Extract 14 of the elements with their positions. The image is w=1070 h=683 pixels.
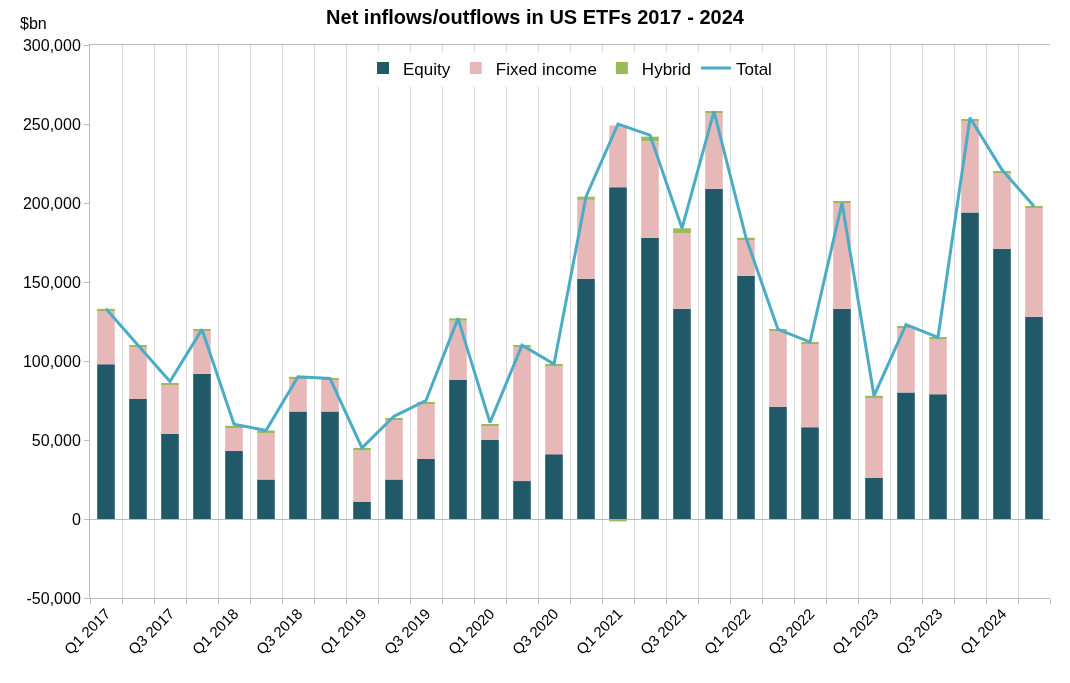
y-axis-title: $bn xyxy=(20,15,47,32)
y-tick-label: 150,000 xyxy=(22,273,81,291)
y-tick-label: -50,000 xyxy=(26,589,81,607)
chart-title: Net inflows/outflows in US ETFs 2017 - 2024 xyxy=(326,6,745,29)
y-tick-label: 200,000 xyxy=(22,194,81,212)
y-tick-label: 0 xyxy=(71,510,81,528)
legend-label: Fixed income xyxy=(495,59,597,79)
legend-label: Equity xyxy=(403,59,451,79)
y-tick-label: 250,000 xyxy=(22,115,81,133)
legend-label: Hybrid xyxy=(641,59,691,79)
y-tick-label: 300,000 xyxy=(22,36,81,54)
y-tick-label: 100,000 xyxy=(22,352,81,370)
legend-label: Total xyxy=(735,59,772,79)
y-tick-label: 50,000 xyxy=(31,431,81,449)
